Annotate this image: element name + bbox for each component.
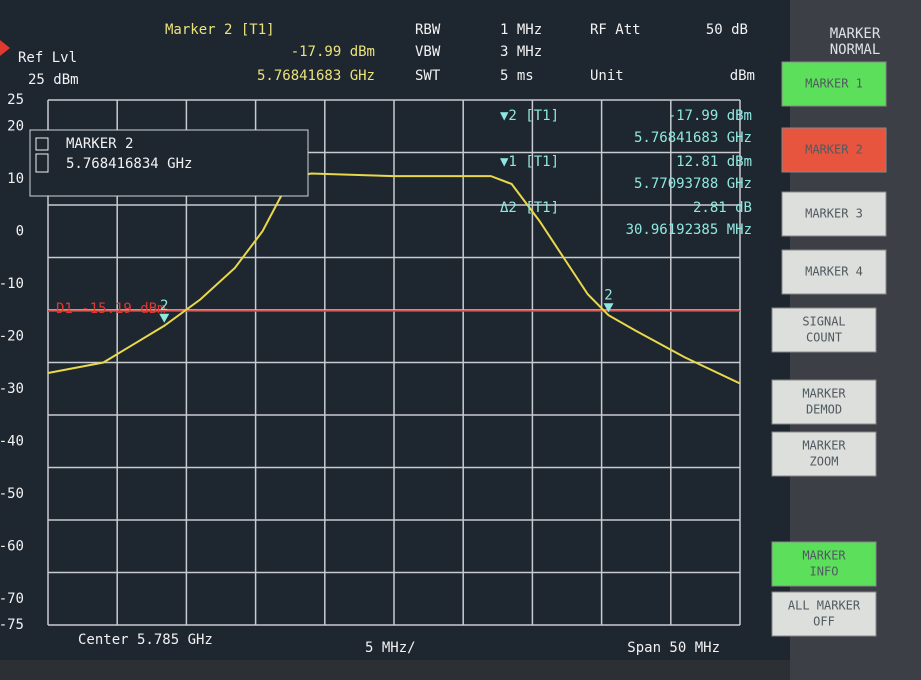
softkey-label[interactable]: INFO — [810, 565, 839, 579]
marker-freq: 5.76841683 GHz — [257, 68, 375, 84]
span-label: Span 50 MHz — [627, 640, 720, 656]
ref-arrow — [0, 40, 10, 56]
softkey-label[interactable]: MARKER 4 — [805, 265, 863, 279]
marker-title: Marker 2 [T1] — [165, 22, 275, 38]
softkey-label[interactable]: OFF — [813, 615, 835, 629]
softkey-face[interactable] — [771, 431, 877, 477]
ref-line-label: D1 -15.19 dBm — [56, 301, 166, 317]
menu-title: NORMAL — [830, 42, 881, 58]
y-tick-label: -70 — [0, 591, 24, 607]
rbw-label: RBW — [415, 22, 441, 38]
softkey-face[interactable] — [771, 379, 877, 425]
y-tick-label: 25 — [7, 92, 24, 108]
center-label: Center 5.785 GHz — [78, 632, 213, 648]
softkey-label[interactable]: DEMOD — [806, 403, 842, 417]
vbw-label: VBW — [415, 44, 441, 60]
marker-box — [29, 129, 309, 197]
swt-label: SWT — [415, 68, 441, 84]
y-tick-label: 20 — [7, 118, 24, 134]
readout-freq: 5.77093788 GHz — [634, 176, 752, 192]
menu-title: MARKER — [830, 26, 881, 42]
marker-box-title: MARKER 2 — [66, 136, 133, 152]
marker-box-value: 5.768416834 GHz — [66, 156, 192, 172]
softkey[interactable]: MARKER ZOOM — [771, 431, 877, 477]
softkey[interactable]: MARKER 4 — [781, 249, 887, 295]
div-label: 5 MHz/ — [365, 640, 416, 656]
softkey-label[interactable]: MARKER 2 — [805, 143, 863, 157]
unit-value: dBm — [730, 68, 755, 84]
readout-name: Δ2 [T1] — [500, 200, 559, 216]
softkey-face[interactable] — [771, 307, 877, 353]
readouts: ▼2 [T1] -17.99 dBm 5.76841683 GHz ▼1 [T1] 12… — [500, 108, 752, 238]
softkey-label[interactable]: MARKER 3 — [805, 207, 863, 221]
y-tick-label: -10 — [0, 276, 24, 292]
marker-level: -17.99 dBm — [291, 44, 375, 60]
softkey-label[interactable]: ALL MARKER — [788, 599, 861, 613]
y-tick-label: -60 — [0, 538, 24, 554]
softkey-face[interactable] — [781, 61, 887, 107]
att-label: RF Att — [590, 22, 641, 38]
softkey[interactable]: ALL MARKER OFF — [771, 591, 877, 637]
softkey[interactable]: MARKER 3 — [781, 191, 887, 237]
softkey[interactable]: MARKER DEMOD — [771, 379, 877, 425]
softkey-label[interactable]: MARKER 1 — [805, 77, 863, 91]
trace — [47, 172, 741, 385]
softkey-label[interactable]: SIGNAL — [802, 315, 845, 329]
ref-label: Ref Lvl — [18, 50, 77, 66]
readout-level: -17.99 dBm — [668, 108, 752, 124]
readout-name: ▼1 [T1] — [500, 154, 559, 170]
y-tick-label: 0 — [16, 223, 24, 239]
softkey-face[interactable] — [781, 249, 887, 295]
y-tick-label: -30 — [0, 381, 24, 397]
softkey-label[interactable]: MARKER — [802, 387, 846, 401]
att-value: 50 dB — [706, 22, 748, 38]
y-tick-label: -50 — [0, 486, 24, 502]
softkey-face[interactable] — [781, 127, 887, 173]
readout-name: ▼2 [T1] — [500, 108, 559, 124]
softkey[interactable]: MARKER INFO — [771, 541, 877, 587]
softkey-label[interactable]: COUNT — [806, 331, 842, 345]
readout-freq: 5.76841683 GHz — [634, 130, 752, 146]
softkey-face[interactable] — [781, 191, 887, 237]
rbw-value: 1 MHz — [500, 22, 542, 38]
softkey-face[interactable] — [771, 541, 877, 587]
readout-level: 2.81 dB — [693, 200, 752, 216]
marker — [159, 313, 170, 323]
softkey[interactable]: MARKER 2 — [781, 127, 887, 173]
readout-level: 12.81 dBm — [676, 154, 752, 170]
display — [0, 0, 790, 660]
y-tick-label: 10 — [7, 171, 24, 187]
y-tick-label: -75 — [0, 617, 24, 633]
marker-label: 2 — [604, 287, 612, 303]
vbw-value: 3 MHz — [500, 44, 542, 60]
readout-freq: 30.96192385 MHz — [626, 222, 752, 238]
y-tick-label: -40 — [0, 433, 24, 449]
marker — [603, 303, 614, 313]
marker-box-spin — [35, 153, 49, 173]
swt-value: 5 ms — [500, 68, 534, 84]
softkey[interactable]: MARKER 1 — [781, 61, 887, 107]
softkey-label[interactable]: MARKER — [802, 439, 846, 453]
marker-box-icon — [35, 137, 49, 151]
softkey-face[interactable] — [771, 591, 877, 637]
softkey[interactable]: SIGNAL COUNT — [771, 307, 877, 353]
softkey-label[interactable]: MARKER — [802, 549, 846, 563]
marker-label: 2 — [160, 298, 168, 314]
y-tick-label: -20 — [0, 328, 24, 344]
unit-label: Unit — [590, 68, 624, 84]
ref-value: 25 dBm — [28, 72, 79, 88]
softkey-label[interactable]: ZOOM — [810, 455, 839, 469]
